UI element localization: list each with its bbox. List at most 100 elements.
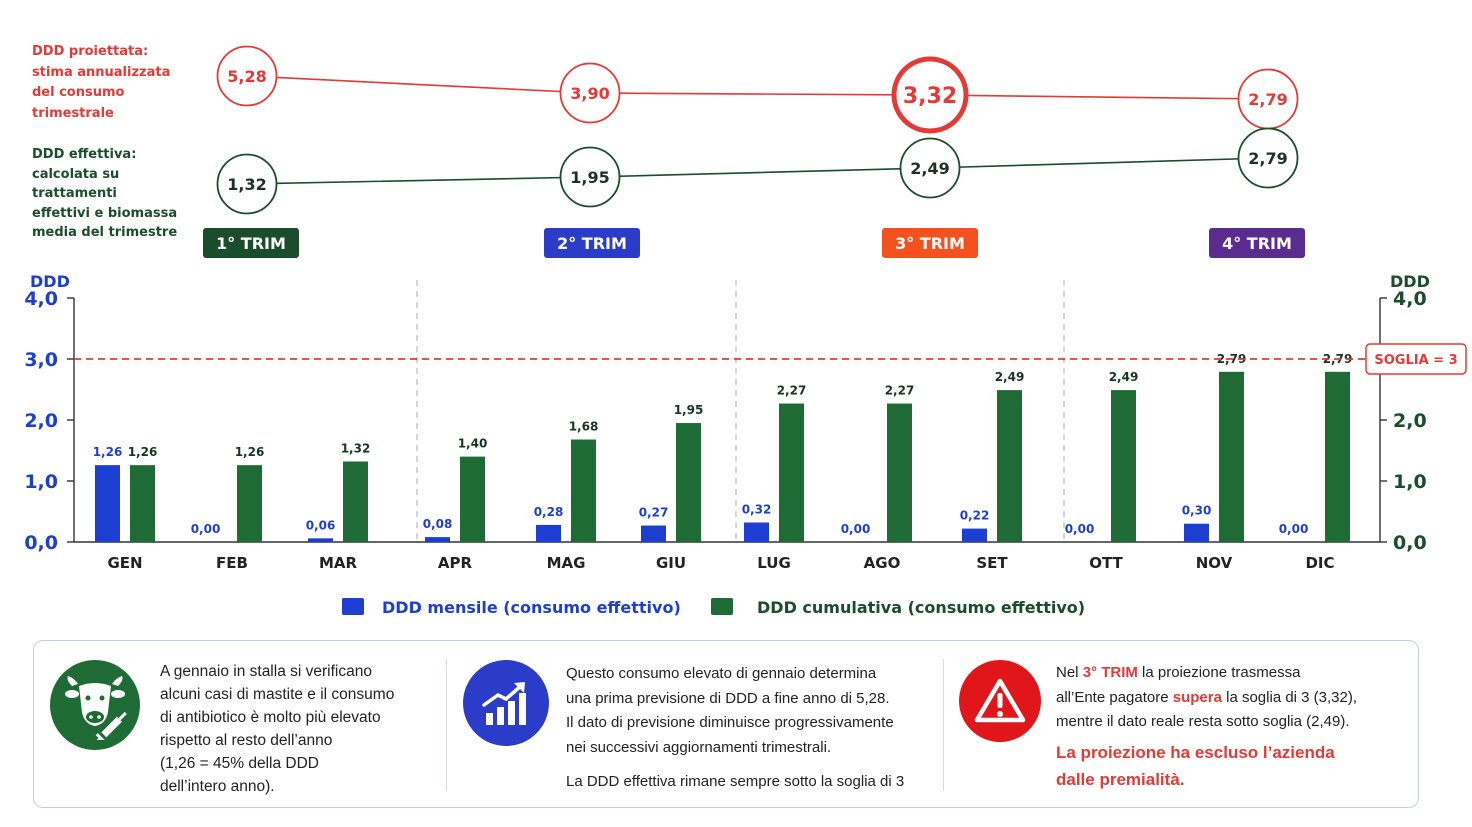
bar-monthly-label: 0,27 — [639, 506, 669, 520]
warning-icon — [959, 660, 1041, 742]
effective-point — [1237, 127, 1299, 189]
quarter-badge-label: 2° TRIM — [557, 234, 627, 253]
bar-cumulative-label: 1,40 — [458, 437, 488, 451]
bar-monthly-label: 1,26 — [93, 445, 123, 459]
bar-cumulative-label: 1,26 — [128, 445, 158, 459]
x-tick-label: SET — [976, 554, 1008, 572]
alert-text: La proiezione ha escluso l’azienda dalle… — [1056, 742, 1335, 789]
projection-point — [216, 45, 278, 107]
x-tick-label: NOV — [1196, 554, 1233, 572]
bar-cumulative — [676, 423, 701, 542]
bar-cumulative — [571, 439, 596, 542]
x-tick-label: GEN — [107, 554, 142, 572]
bar-monthly-label: 0,30 — [1182, 504, 1212, 518]
explanation-panel: A gennaio in stalla si verificano alcuni… — [33, 640, 1419, 808]
legend-swatch-cumulative — [711, 598, 733, 615]
bar-monthly-label: 0,28 — [534, 505, 564, 519]
bar-cumulative-label: 1,32 — [341, 441, 371, 455]
effective-legend-label: DDD effettiva: calcolata su trattamenti … — [32, 147, 178, 240]
effective-value-label: 2,79 — [1248, 149, 1287, 168]
effective-point — [899, 137, 961, 199]
quarter-badge-label: 3° TRIM — [895, 234, 965, 253]
panel-1-text: A gennaio in stalla si verificano alcuni… — [160, 663, 395, 795]
effective-point — [216, 153, 278, 215]
panel-3-text: Nel 3° TRIM la proiezione trasmessa all’… — [1056, 661, 1416, 793]
bar-cumulative — [1111, 390, 1136, 542]
left-tick-label: 0,0 — [24, 532, 58, 554]
right-tick-label: 1,0 — [1393, 471, 1427, 493]
x-tick-label: MAG — [547, 554, 586, 572]
left-tick-label: 4,0 — [24, 288, 58, 310]
bar-monthly — [536, 524, 561, 542]
bar-monthly-label: 0,06 — [306, 518, 336, 532]
bar-monthly — [425, 537, 450, 542]
bar-cumulative-label: 2,49 — [995, 370, 1025, 384]
projection-point — [891, 56, 969, 134]
quarter-badge — [1209, 228, 1305, 258]
bar-cumulative — [997, 390, 1022, 542]
bar-monthly-label: 0,00 — [1279, 522, 1309, 536]
bar-cumulative-label: 2,27 — [885, 384, 915, 398]
projection-point — [559, 62, 621, 124]
x-tick-label: OTT — [1089, 554, 1123, 572]
left-tick-label: 1,0 — [24, 471, 58, 493]
bar-cumulative-label: 1,68 — [569, 420, 599, 434]
bar-monthly — [641, 525, 666, 542]
bar-monthly — [95, 465, 120, 542]
bar-monthly — [1184, 523, 1209, 542]
panel-2-note: La DDD effettiva rimane sempre sotto la … — [566, 773, 905, 790]
right-tick-label: 2,0 — [1393, 410, 1427, 432]
legend-swatch-monthly — [342, 598, 364, 615]
right-axis-title: DDD — [1390, 272, 1430, 291]
effective-value-label: 1,32 — [227, 175, 266, 194]
bar-cumulative-label: 1,95 — [674, 403, 704, 417]
bar-monthly — [744, 522, 769, 542]
panel-divider — [446, 659, 447, 791]
bar-monthly — [308, 538, 333, 542]
left-tick-label: 3,0 — [24, 349, 58, 371]
quarter-badge — [882, 228, 978, 258]
cow-syringe-icon — [50, 660, 140, 750]
legend-label-monthly: DDD mensile (consumo effettivo) — [382, 598, 681, 617]
bar-cumulative — [1325, 371, 1350, 542]
threshold-label: SOGLIA = 3 — [1374, 353, 1457, 368]
legend-label-cumulative: DDD cumulativa (consumo effettivo) — [757, 598, 1085, 617]
right-tick-label: 4,0 — [1393, 288, 1427, 310]
quarter-badge-label: 4° TRIM — [1222, 234, 1292, 253]
projection-value-label: 5,28 — [227, 67, 266, 86]
bar-cumulative-label: 1,26 — [235, 445, 265, 459]
bar-cumulative — [887, 403, 912, 542]
effective-value-label: 2,49 — [910, 159, 949, 178]
bar-monthly-label: 0,00 — [191, 522, 221, 536]
bar-monthly-label: 0,22 — [960, 509, 990, 523]
projection-value-label: 2,79 — [1248, 90, 1287, 109]
x-tick-label: DIC — [1305, 554, 1334, 572]
x-tick-label: GIU — [656, 554, 686, 572]
growth-chart-icon — [463, 660, 549, 746]
x-tick-label: APR — [438, 554, 473, 572]
x-tick-label: LUG — [757, 554, 791, 572]
projection-legend-label: DDD proiettata: stima annualizzata del c… — [32, 44, 171, 121]
bar-monthly-label: 0,00 — [1065, 522, 1095, 536]
effective-value-label: 1,95 — [570, 168, 609, 187]
projection-value-label: 3,32 — [903, 84, 957, 109]
bar-monthly-label: 0,00 — [841, 522, 871, 536]
quarter-badge-label: 1° TRIM — [216, 234, 286, 253]
bar-cumulative — [779, 403, 804, 542]
x-tick-label: FEB — [216, 554, 248, 572]
quarter-badge — [544, 228, 640, 258]
panel-divider — [943, 659, 944, 791]
projection-value-label: 3,90 — [570, 84, 609, 103]
projection-line — [246, 75, 1269, 100]
bar-cumulative — [130, 465, 155, 542]
bar-cumulative-label: 2,27 — [777, 384, 807, 398]
effective-point — [559, 146, 621, 208]
bar-cumulative — [460, 456, 485, 542]
bar-monthly-label: 0,32 — [742, 502, 772, 516]
bar-cumulative — [237, 465, 262, 542]
left-axis-title: DDD — [30, 272, 70, 291]
right-tick-label: 0,0 — [1393, 532, 1427, 554]
left-tick-label: 2,0 — [24, 410, 58, 432]
x-tick-label: MAR — [319, 554, 358, 572]
